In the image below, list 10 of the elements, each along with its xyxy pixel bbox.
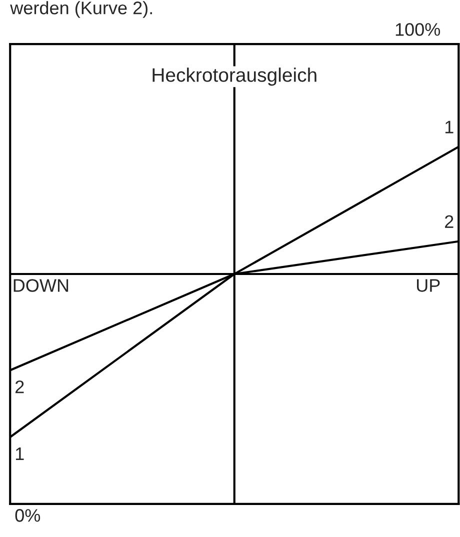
chart-title: Heckrotorausgleich: [152, 68, 316, 86]
series-label: 2: [16, 380, 24, 394]
text: 2: [445, 215, 454, 228]
text: 100%: [396, 23, 440, 36]
text: 1: [445, 120, 454, 134]
text: 0%: [15, 509, 40, 522]
series-label: 1: [16, 448, 24, 460]
text: werden (Kurve 2).: [10, 1, 152, 18]
annotation: UP: [416, 279, 440, 292]
annotation: DOWN: [14, 279, 68, 292]
